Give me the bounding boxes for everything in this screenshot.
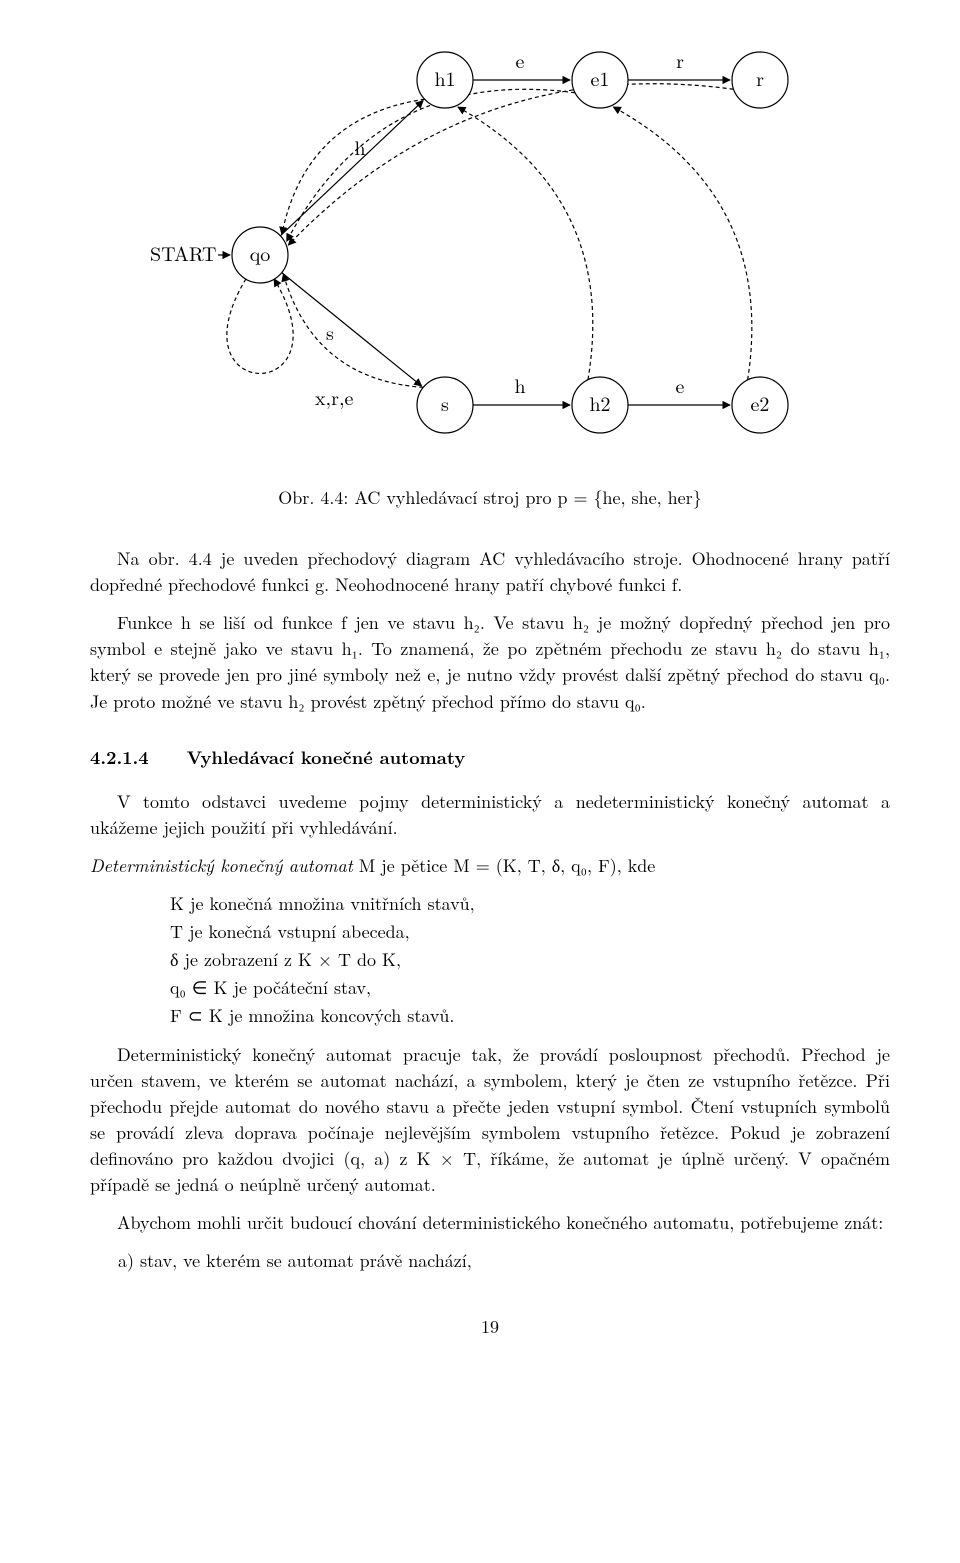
defn-rest: M je pětice M = (K, T, δ, q₀, F), kde <box>353 853 656 878</box>
defn-item: δ je zobrazení z K × T do K, <box>170 947 890 973</box>
enum-item-a: a) stav, ve kterém se automat právě nach… <box>118 1248 890 1274</box>
enum-list: a) stav, ve kterém se automat právě nach… <box>118 1248 890 1274</box>
defn-item: K je konečná množina vnitřních stavů, <box>170 891 890 917</box>
figure-caption: Obr. 4.4: AC vyhledávací stroj pro p = {… <box>90 485 890 511</box>
caption-text: Obr. 4.4: AC vyhledávací stroj pro p = {… <box>278 485 701 510</box>
svg-text:START: START <box>150 238 216 267</box>
svg-text:qo: qo <box>250 238 271 267</box>
svg-text:e1: e1 <box>591 63 610 92</box>
paragraph-4: Deterministický konečný automat pracuje … <box>90 1042 890 1199</box>
svg-text:h2: h2 <box>589 388 610 417</box>
svg-text:h1: h1 <box>434 63 455 92</box>
svg-text:h: h <box>354 132 365 161</box>
defn-term: Deterministický konečný automat <box>90 853 353 878</box>
svg-text:e: e <box>676 370 685 399</box>
paragraph-2: Funkce h se liší od funkce f jen ve stav… <box>90 610 890 714</box>
section-title: Vyhledávací konečné automaty <box>187 745 466 770</box>
definition-list: K je konečná množina vnitřních stavů,T j… <box>170 891 890 1029</box>
paragraph-1: Na obr. 4.4 je uveden přechodový diagram… <box>90 546 890 598</box>
automaton-svg: START h e r s h e x,r,e qo h1 e1 r s h2 e2 <box>120 10 860 460</box>
svg-text:s: s <box>441 388 449 417</box>
defn-item: F ⊂ K je množina koncových stavů. <box>170 1003 890 1029</box>
definition-intro: Deterministický konečný automat M je pět… <box>90 853 890 879</box>
section-heading: 4.2.1.4 Vyhledávací konečné automaty <box>90 745 890 771</box>
page-number: 19 <box>90 1314 890 1340</box>
svg-text:h: h <box>514 370 525 399</box>
svg-text:e: e <box>516 45 525 74</box>
defn-item: q₀ ∈ K je počáteční stav, <box>170 975 890 1001</box>
svg-text:r: r <box>676 45 684 74</box>
svg-text:e2: e2 <box>751 388 770 417</box>
svg-text:x,r,e: x,r,e <box>315 382 354 411</box>
paragraph-5: Abychom mohli určit budoucí chování dete… <box>90 1210 890 1236</box>
section-number: 4.2.1.4 <box>90 745 149 770</box>
svg-text:s: s <box>326 317 334 346</box>
state-diagram: START h e r s h e x,r,e qo h1 e1 r s h2 e2 <box>90 10 890 460</box>
paragraph-3: V tomto odstavci uvedeme pojmy determini… <box>90 789 890 841</box>
defn-item: T je konečná vstupní abeceda, <box>170 919 890 945</box>
svg-text:r: r <box>756 63 764 92</box>
